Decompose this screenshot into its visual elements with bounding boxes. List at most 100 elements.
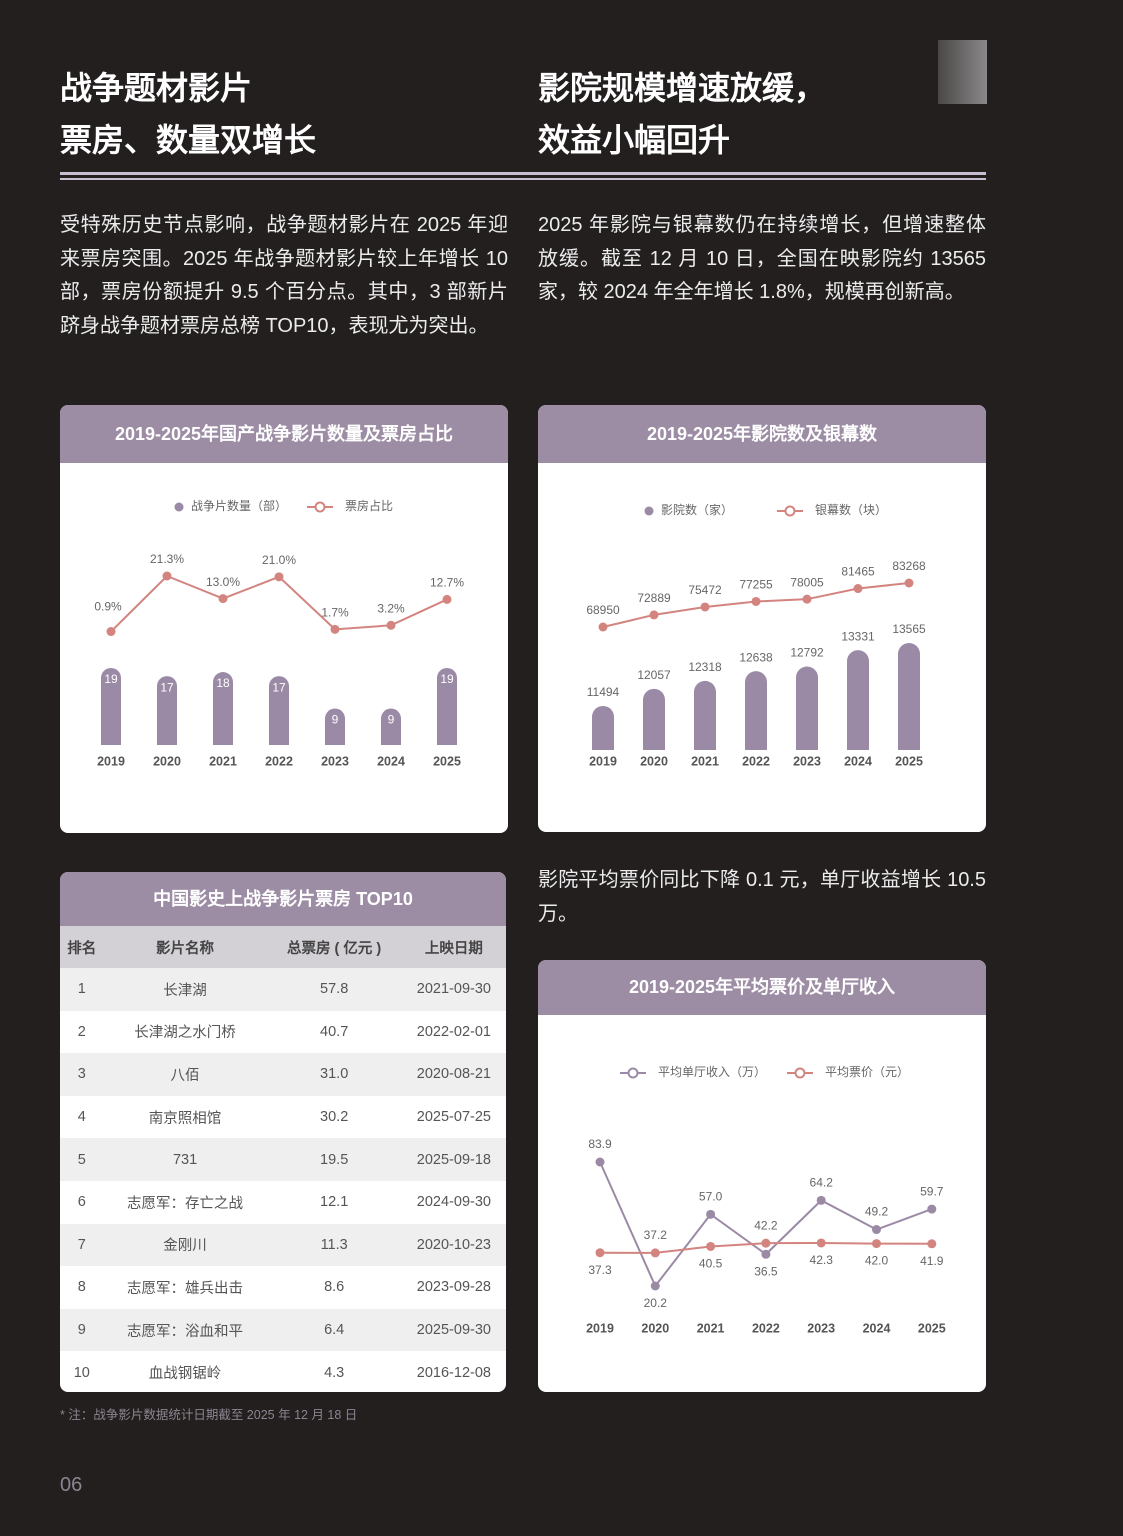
- table-cell: 6.4: [266, 1308, 402, 1352]
- point: [816, 1195, 826, 1205]
- point: [761, 1238, 771, 1248]
- bar: [847, 650, 869, 750]
- column-header: 影片名称: [103, 926, 267, 968]
- right-title: 影院规模增速放缓， 效益小幅回升: [538, 62, 826, 166]
- point: [706, 1241, 716, 1251]
- x-tick-label: 2021: [209, 754, 237, 768]
- table-card: 中国影史上战争影片票房 TOP10 排名 影片名称 总票房 ( 亿元 ) 上映日期 1 长…: [60, 872, 506, 1392]
- legend-label: 战争片数量（部）: [191, 498, 287, 513]
- data-label: 42.3: [810, 1253, 834, 1267]
- title-line: 票房、数量双增长: [60, 122, 317, 158]
- point: [872, 1239, 881, 1249]
- table-cell: 11.3: [266, 1223, 402, 1267]
- data-label: 83.9: [588, 1137, 612, 1151]
- bar: [898, 643, 920, 750]
- table-cell: 5: [60, 1138, 104, 1181]
- x-tick-label: 2023: [807, 1321, 835, 1335]
- point: [162, 571, 172, 581]
- bar: [796, 666, 818, 750]
- title-line: 影院规模增速放缓，: [538, 70, 827, 106]
- table-cell: 2024-09-30: [416, 1194, 491, 1211]
- table-cell: 19.5: [266, 1138, 402, 1181]
- table-row: 4 南京照相馆 30.2 2025-07-25: [60, 1096, 506, 1139]
- point: [274, 572, 284, 582]
- point: [650, 1281, 660, 1291]
- table-row: 2 长津湖之水门桥 40.7 2022-02-01: [60, 1011, 506, 1054]
- data-label: 13331: [841, 629, 875, 643]
- data-label: 19: [440, 672, 454, 686]
- point: [816, 1238, 826, 1248]
- point: [650, 1248, 660, 1258]
- table-cell: 7: [60, 1223, 104, 1267]
- x-tick-label: 2022: [752, 1321, 780, 1335]
- column-header: 上映日期: [401, 926, 506, 968]
- x-tick-label: 2021: [691, 754, 719, 768]
- bar: [643, 688, 665, 750]
- table-row: 5 731 19.5 2025-09-18: [60, 1138, 506, 1181]
- point: [330, 624, 340, 634]
- point: [700, 602, 710, 612]
- data-label: 21.3%: [150, 552, 184, 566]
- data-label: 36.5: [754, 1264, 778, 1278]
- point: [598, 622, 608, 632]
- legend-marker: [644, 506, 654, 516]
- divider: [60, 172, 986, 175]
- bar: [592, 705, 614, 750]
- table-cell: 志愿军：雄兵出击: [127, 1280, 244, 1297]
- table-row: 6 志愿军：存亡之战 12.1 2024-09-30: [60, 1181, 506, 1224]
- table-cell: 八佰: [103, 1053, 267, 1096]
- table-cell: 2020-10-23: [401, 1223, 506, 1267]
- data-label: 42.2: [754, 1218, 778, 1232]
- x-tick-label: 2020: [640, 754, 668, 768]
- point: [649, 610, 659, 620]
- data-label: 0.9%: [94, 600, 122, 614]
- data-label: 68950: [586, 603, 620, 617]
- point: [218, 594, 228, 604]
- table-cell: 57.8: [266, 968, 402, 1011]
- x-tick-label: 2023: [321, 754, 349, 768]
- table-cell: 2025-07-25: [416, 1109, 491, 1126]
- data-label: 13.0%: [206, 575, 240, 589]
- table-cell: 志愿军：存亡之战: [127, 1195, 244, 1212]
- point: [386, 620, 396, 630]
- bar: [437, 668, 457, 745]
- table-cell: 2022-02-01: [416, 1023, 491, 1040]
- table-cell: 2: [77, 1023, 86, 1040]
- table-cell: 2023-09-28: [416, 1279, 491, 1296]
- bar: [694, 680, 716, 750]
- x-tick-label: 2025: [895, 754, 923, 768]
- x-tick-label: 2022: [742, 754, 770, 768]
- point: [802, 594, 812, 604]
- data-label: 20.2: [644, 1296, 668, 1310]
- header-row: 排名 影片名称 总票房 ( 亿元 ) 上映日期: [60, 926, 506, 968]
- x-tick-label: 2025: [918, 1321, 946, 1335]
- legend-marker: [627, 1067, 639, 1079]
- x-tick-label: 2022: [265, 754, 293, 768]
- data-label: 12057: [637, 668, 671, 682]
- data-label: 40.5: [699, 1257, 723, 1271]
- x-tick-label: 2020: [153, 754, 181, 768]
- data-label: 59.7: [920, 1184, 944, 1198]
- table-row: 8 志愿军：雄兵出击 8.6 2023-09-28: [60, 1266, 506, 1309]
- x-tick-label: 2019: [97, 754, 125, 768]
- data-label: 13565: [892, 622, 926, 636]
- x-tick-label: 2024: [377, 754, 405, 768]
- table: 排名 影片名称 总票房 ( 亿元 ) 上映日期 1 长津湖 57.8 2021-09-30 2 长…: [60, 926, 506, 1392]
- table-cell: 3: [60, 1053, 104, 1096]
- bar: [745, 671, 767, 750]
- x-tick-label: 2020: [641, 1321, 669, 1335]
- chart-card: 2019-2025年国产战争影片数量及票房占比 战争片数量（部） 票房占比 2019…: [60, 405, 508, 833]
- data-label: 41.9: [920, 1254, 944, 1268]
- chart: 战争片数量（部） 票房占比 2019 2020 2021 2022 2023 2024 2025…: [94, 498, 464, 768]
- x-tick-label: 2019: [586, 1321, 614, 1335]
- data-label: 12638: [739, 650, 773, 664]
- bar: [381, 708, 402, 745]
- table-row: 1 长津湖 57.8 2021-09-30: [60, 968, 506, 1011]
- data-label: 57.0: [699, 1190, 723, 1204]
- x-tick-label: 2021: [697, 1321, 725, 1335]
- data-label: 81465: [841, 565, 875, 579]
- point: [706, 1209, 716, 1219]
- data-label: 21.0%: [262, 553, 296, 567]
- data-label: 42.0: [865, 1254, 889, 1268]
